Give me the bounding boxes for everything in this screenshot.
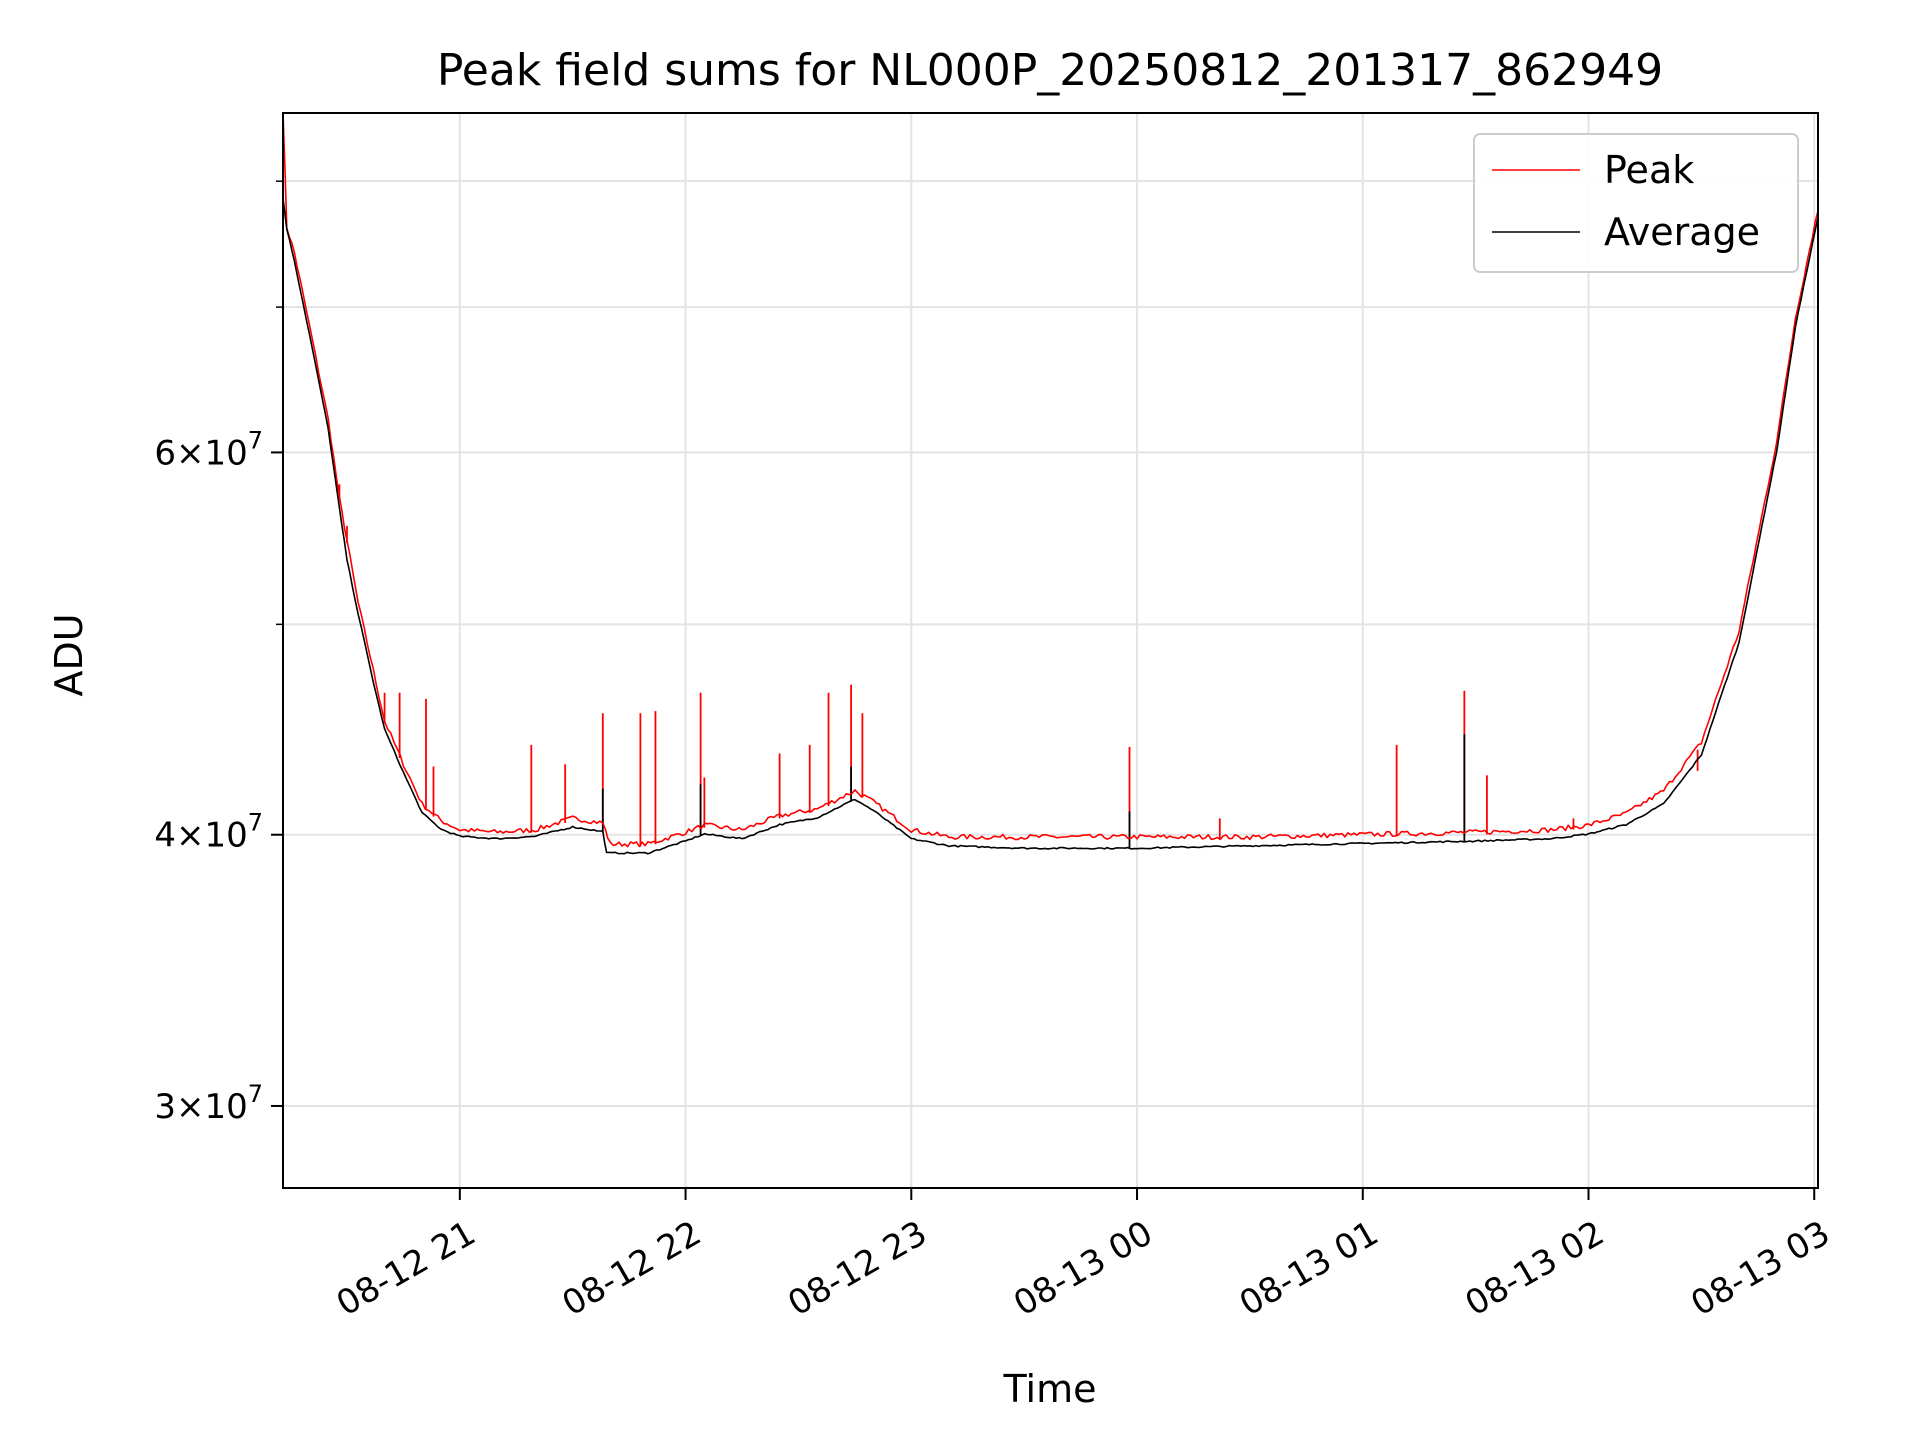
legend-peak-label: Peak	[1604, 148, 1694, 192]
legend: Peak Average	[1473, 133, 1799, 273]
y-axis-label: ADU	[47, 613, 91, 696]
average-series-line	[283, 198, 1818, 855]
peak-series-line	[283, 113, 1818, 848]
series-lines	[283, 113, 1818, 855]
y-tick-label: 3×107	[154, 1080, 263, 1127]
legend-average-label: Average	[1604, 210, 1760, 254]
x-axis-label: Time	[1003, 1367, 1097, 1411]
chart-title: Peak field sums for NL000P_20250812_2013…	[437, 45, 1663, 96]
legend-box	[1473, 133, 1799, 273]
peak-spikes	[338, 484, 1699, 847]
plot-frame	[282, 112, 1819, 1189]
y-tick-label: 4×107	[154, 809, 263, 856]
y-tick-label: 6×107	[154, 426, 263, 473]
